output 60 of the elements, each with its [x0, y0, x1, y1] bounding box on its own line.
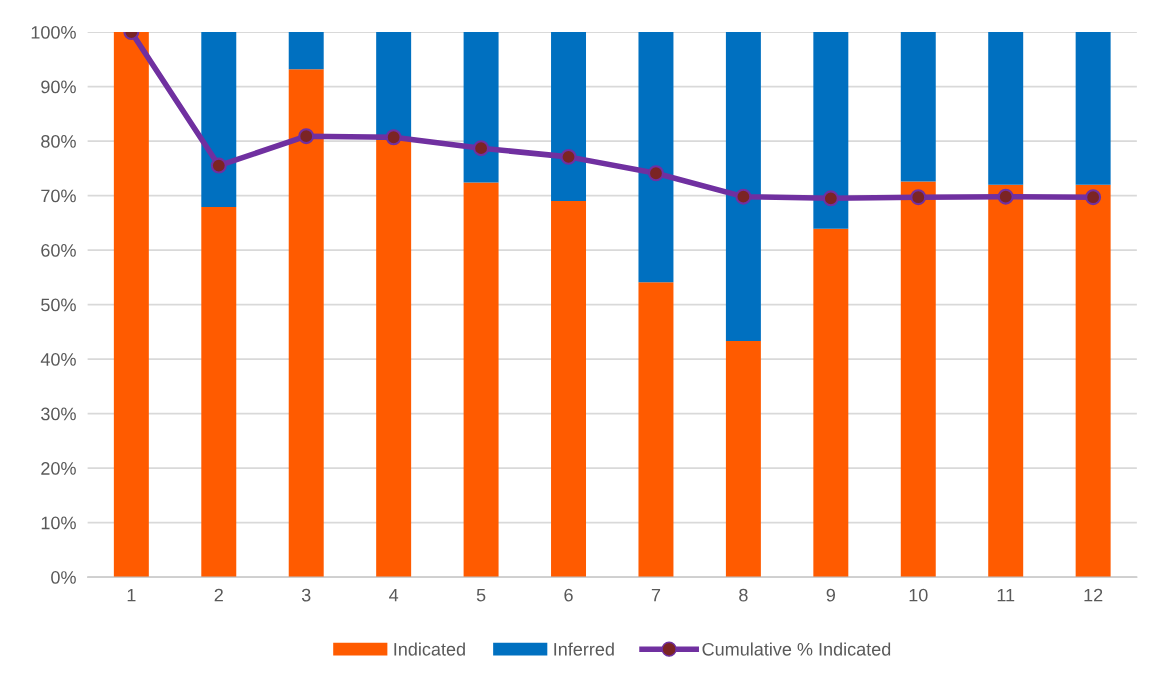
bar [1075, 32, 1111, 185]
x-tick-label: 11 [997, 588, 1015, 602]
x-tick-label: 4 [389, 588, 399, 602]
bar [725, 32, 761, 342]
bar [463, 32, 499, 183]
bar [638, 32, 674, 283]
y-tick-label: 90% [41, 80, 76, 94]
bar [201, 207, 237, 578]
point [473, 140, 490, 157]
point [210, 157, 227, 174]
bar [1075, 184, 1111, 578]
bar [288, 32, 324, 70]
x-tick-label: 7 [651, 588, 661, 602]
legend-label: Cumulative % Indicated [702, 642, 891, 656]
point [1085, 189, 1102, 206]
legend-label: Indicated [394, 642, 465, 656]
x-tick-label: 3 [301, 588, 311, 602]
y-tick-label: 60% [41, 244, 76, 257]
y-tick-label: 40% [40, 353, 76, 366]
point [997, 188, 1014, 205]
y-tick-label: 100% [31, 26, 76, 39]
bar [725, 341, 761, 578]
y-tick-label: 70% [41, 189, 76, 203]
x-tick-label: 9 [826, 588, 835, 602]
bar [463, 182, 499, 578]
y-tick-label: 0% [51, 571, 76, 584]
point [735, 188, 752, 205]
x-tick-label: 12 [1084, 588, 1103, 602]
point [560, 148, 577, 165]
bar [900, 32, 936, 182]
y-tick-label: 30% [41, 407, 76, 421]
point [910, 189, 927, 206]
y-tick-label: 50% [41, 298, 76, 312]
point [385, 129, 402, 146]
point [647, 165, 664, 182]
bar [988, 184, 1024, 578]
legend-label: Inferred [554, 642, 614, 656]
point [298, 128, 315, 145]
y-tick-label: 10% [41, 516, 76, 530]
y-tick-label: 20% [41, 462, 76, 475]
bar [813, 32, 849, 229]
x-tick-label: 2 [214, 588, 223, 602]
x-tick-label: 8 [739, 588, 748, 602]
point [822, 190, 839, 207]
x-tick-label: 5 [476, 588, 486, 602]
x-tick-label: 1 [127, 588, 136, 602]
bar [551, 201, 587, 578]
bar [376, 139, 412, 578]
bar [113, 32, 149, 578]
bar [813, 228, 849, 578]
bar [900, 181, 936, 578]
bar [551, 32, 587, 202]
y-tick-label: 80% [41, 135, 76, 148]
bar [201, 32, 237, 208]
x-tick-label: 6 [564, 588, 573, 602]
bar [288, 69, 324, 578]
bar [638, 282, 674, 578]
bar [376, 32, 412, 140]
x-tick-label: 10 [909, 588, 928, 602]
bar [988, 32, 1024, 185]
